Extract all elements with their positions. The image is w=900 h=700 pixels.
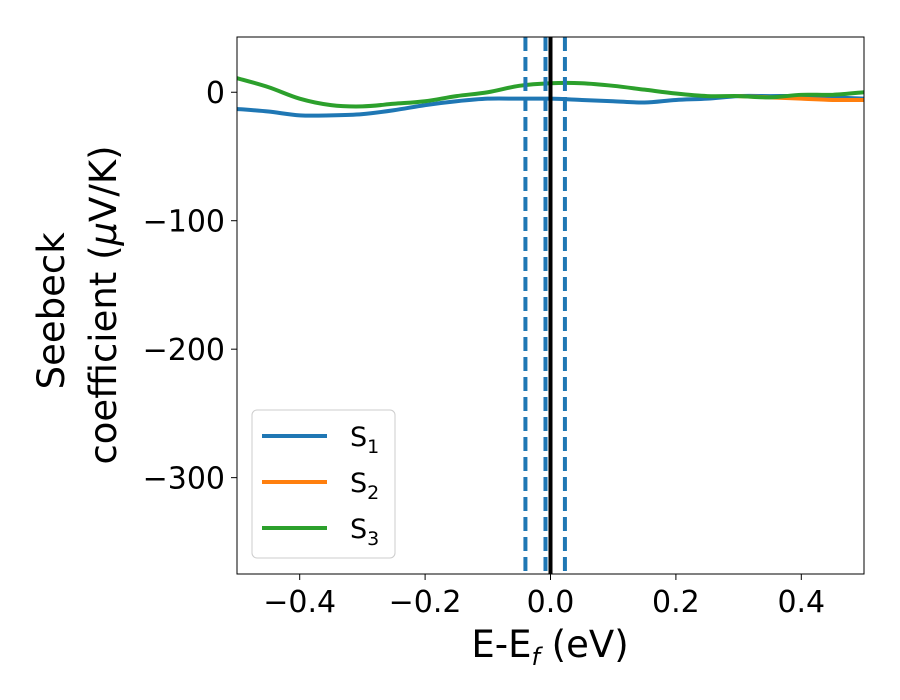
x-tick-label: 0.2 xyxy=(652,585,700,620)
plot-marks xyxy=(237,37,864,574)
x-tick-label: −0.4 xyxy=(263,585,336,620)
x-tick-label: 0.4 xyxy=(777,585,825,620)
y-tick-label: −200 xyxy=(143,333,225,368)
y-axis-title-line2: coefficient (μV/K) xyxy=(82,145,125,464)
plot-frame xyxy=(236,36,865,575)
x-axis-title: E-Ef (eV) xyxy=(471,623,628,671)
plot-area xyxy=(237,37,864,574)
legend-label-s3: S3 xyxy=(350,514,379,550)
y-tick-label: −100 xyxy=(143,205,225,240)
legend: S1 S2 S3 xyxy=(251,409,396,559)
legend-label-s1: S1 xyxy=(350,422,379,458)
x-tick-label: 0.0 xyxy=(527,585,575,620)
y-tick-label: 0 xyxy=(206,76,225,111)
x-tick-label: −0.2 xyxy=(389,585,462,620)
y-tick-label: −300 xyxy=(143,462,225,497)
axis-ticks: −0.4 −0.2 0.0 0.2 0.4 0 −100 −200 −300 xyxy=(143,76,826,620)
y-axis-title-line1: Seebeck xyxy=(30,232,73,390)
legend-label-s2: S2 xyxy=(350,468,379,504)
y-axis-title: Seebeck coefficient (μV/K) xyxy=(30,145,125,464)
